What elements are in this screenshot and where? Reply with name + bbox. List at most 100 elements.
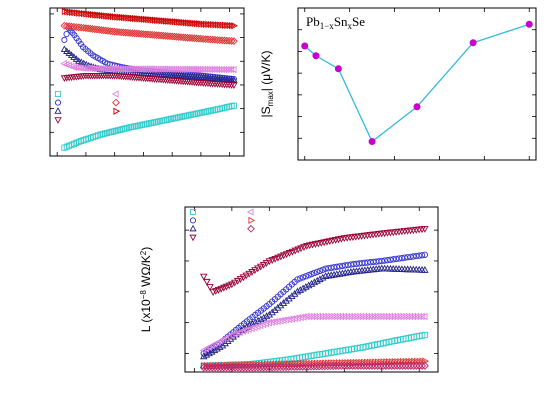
data-point-x=1.0 bbox=[331, 361, 340, 371]
data-point-x=0.15 bbox=[60, 45, 68, 52]
data-point-x=1.0 bbox=[248, 363, 257, 372]
data-point-x=1.0 bbox=[351, 361, 360, 370]
data-point-x=1.0 bbox=[404, 361, 413, 370]
y-axis-title-sub: max bbox=[266, 91, 275, 106]
legend-marker bbox=[111, 90, 119, 98]
data-point-x=0.0 bbox=[400, 335, 407, 343]
data-point-x=0.0 bbox=[226, 103, 233, 110]
data-point-x=0.0 bbox=[143, 120, 150, 127]
data-point-x=0.0 bbox=[152, 119, 159, 126]
data-point-x=0.15 bbox=[293, 287, 302, 295]
data-point-x=0.0 bbox=[141, 121, 148, 128]
data-point-x=0.75 bbox=[218, 36, 227, 45]
data-point-x=1.0 bbox=[251, 363, 260, 372]
legend-marker bbox=[189, 217, 197, 224]
legend-marker bbox=[189, 234, 197, 242]
y-axis-title-part: WΩ/K bbox=[139, 255, 153, 290]
data-point-x=0.0 bbox=[219, 105, 226, 112]
data-point-x=0.15 bbox=[202, 350, 211, 358]
data-point-x=0.05 bbox=[392, 255, 400, 263]
data-point-x=0.05 bbox=[313, 268, 321, 276]
data-point-x=0.30 bbox=[421, 225, 429, 233]
data-point-x=0.05 bbox=[407, 253, 414, 261]
data-point-x=0.50 bbox=[273, 317, 281, 325]
data-point-x=0.0 bbox=[134, 122, 141, 129]
data-point-x=1.0 bbox=[216, 363, 225, 372]
data-point-x=0.15 bbox=[224, 337, 232, 344]
y-axis-title-part: L (x10 bbox=[139, 299, 153, 332]
data-point-x=0.05 bbox=[302, 273, 310, 280]
data-point-x=0.0 bbox=[85, 135, 92, 142]
data-point-x=0.0 bbox=[165, 116, 172, 123]
data-point-x=0.0 bbox=[194, 110, 201, 117]
data-point-x=0.30 bbox=[231, 279, 239, 287]
y-axis-title: |Smax| (μV/K) bbox=[259, 51, 275, 118]
data-point-x=0.15 bbox=[313, 276, 321, 284]
data-point-x=0.50 bbox=[417, 312, 425, 321]
data-point-x=0.15 bbox=[302, 283, 310, 290]
data-point-x=0.75 bbox=[72, 23, 81, 31]
data-point-x=0.0 bbox=[176, 114, 183, 121]
plot-frame bbox=[297, 7, 537, 161]
data-point-x=0.50 bbox=[282, 316, 290, 324]
data-point-x=1.0 bbox=[208, 363, 217, 372]
data-point-x=1.0 bbox=[395, 361, 404, 370]
data-point-x=1.0 bbox=[315, 362, 324, 371]
data-point-x=1.0 bbox=[343, 361, 352, 370]
data-point-x=0.75 bbox=[208, 35, 217, 44]
data-point-x=0.0 bbox=[68, 141, 75, 148]
data-point-x=1.0 bbox=[362, 361, 371, 370]
data-point-x=1.0 bbox=[213, 363, 223, 372]
data-point-x=0.15 bbox=[319, 273, 327, 281]
data-point-x=0.0 bbox=[359, 344, 367, 351]
data-point-x=0.05 bbox=[299, 274, 307, 281]
data-point-x=0.0 bbox=[313, 351, 321, 359]
data-point-x=0.05 bbox=[395, 255, 403, 262]
data-point-x=1.0 bbox=[415, 361, 424, 370]
data-point-x=0.75 bbox=[70, 22, 78, 31]
data-point-x=0.75 bbox=[201, 35, 210, 44]
data-point-x=1.0 bbox=[337, 361, 346, 370]
data-point-x=1.0 bbox=[306, 362, 315, 371]
series-group bbox=[199, 225, 430, 372]
data-point-x=0.0 bbox=[368, 342, 375, 349]
data-point-x=0.0 bbox=[94, 132, 101, 139]
data-point-x=1.0 bbox=[412, 361, 421, 370]
data-point-x=0.0 bbox=[110, 128, 117, 135]
data-point-x=0.0 bbox=[75, 138, 82, 145]
data-point-x=0.0 bbox=[185, 112, 192, 119]
data-point-x=1.0 bbox=[368, 361, 377, 370]
annotation-part: Sn bbox=[334, 14, 348, 29]
data-point-x=0.50 bbox=[299, 313, 307, 321]
data-point-x=1.0 bbox=[265, 363, 274, 372]
data-point-x=1.0 bbox=[356, 361, 365, 370]
data-point-x=1.0 bbox=[365, 361, 374, 370]
data-point bbox=[301, 42, 309, 50]
data-point-x=1.0 bbox=[345, 361, 354, 370]
data-point-x=0.30 bbox=[230, 82, 238, 90]
data-point-x=1.0 bbox=[281, 363, 291, 372]
y-axis-title-part: |S bbox=[259, 106, 273, 117]
data-point-x=0.75 bbox=[79, 23, 88, 32]
data-point-x=0.0 bbox=[342, 347, 349, 354]
data-point-x=0.0 bbox=[92, 133, 99, 140]
data-point-x=0.75 bbox=[74, 23, 83, 32]
data-point-x=1.0 bbox=[276, 363, 285, 372]
data-point-x=1.0 bbox=[245, 363, 254, 372]
data-point-x=0.0 bbox=[181, 113, 188, 120]
data-point-x=0.75 bbox=[227, 37, 236, 45]
data-point-x=0.0 bbox=[167, 115, 175, 122]
data-point-x=0.15 bbox=[299, 284, 307, 292]
data-point-x=0.0 bbox=[348, 346, 355, 353]
data-point-x=1.0 bbox=[231, 22, 238, 30]
data-point-x=0.0 bbox=[163, 116, 170, 123]
data-point-x=0.05 bbox=[404, 254, 411, 261]
data-point-x=0.15 bbox=[262, 312, 271, 320]
data-point-x=0.75 bbox=[225, 36, 234, 45]
data-point-x=0.0 bbox=[66, 142, 73, 149]
data-point-x=0.30 bbox=[271, 255, 279, 263]
data-point-x=0.30 bbox=[277, 253, 285, 261]
data-point-x=0.50 bbox=[293, 314, 301, 322]
data-point-x=0.0 bbox=[230, 102, 237, 109]
